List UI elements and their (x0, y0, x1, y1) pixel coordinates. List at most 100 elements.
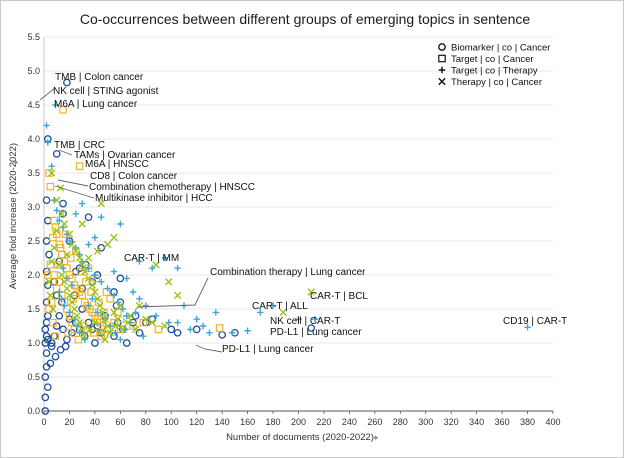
data-point (82, 278, 90, 286)
y-tick-label: 3.0 (27, 202, 40, 212)
data-point (152, 261, 160, 269)
data-point (59, 199, 67, 208)
data-point (47, 257, 56, 266)
data-point (44, 139, 52, 146)
annotation-label: TMB | CRC (54, 140, 105, 151)
x-tick-label: 220 (316, 417, 331, 427)
data-point (60, 220, 69, 228)
data-point (59, 209, 67, 218)
data-point (81, 267, 89, 276)
data-point (43, 383, 52, 392)
annotation-label: PD-L1 | Lung cancer (222, 344, 314, 355)
data-point (140, 333, 147, 340)
data-point (45, 250, 53, 259)
data-point (69, 295, 78, 303)
data-point (61, 342, 70, 351)
data-point (49, 318, 57, 327)
data-point (63, 284, 71, 293)
x-axis-label: Number of documents (2020-2022) (226, 432, 374, 443)
data-point (93, 247, 102, 255)
data-point (244, 327, 251, 334)
data-point (58, 295, 66, 302)
data-point (55, 311, 64, 320)
data-point (89, 329, 98, 337)
x-tick-label: 340 (469, 417, 484, 427)
annotation-leader (137, 277, 209, 308)
data-point (74, 335, 83, 344)
data-point (66, 254, 75, 262)
data-point (43, 311, 52, 320)
annotation-label: CAR-T | MM (124, 253, 179, 264)
axes: 0.0 0.5 1.0 1.5 2.0 2.5 3.0 3.5 4.0 4.5 5.0 5.5 0 20 4… (27, 32, 560, 427)
data-point (152, 312, 160, 319)
data-point (206, 329, 213, 336)
data-point (103, 240, 112, 249)
data-point (199, 322, 207, 330)
data-point (112, 329, 119, 336)
data-point (148, 265, 156, 272)
data-point (106, 295, 114, 303)
x-tick-label: 0 (41, 417, 46, 427)
data-point (51, 223, 60, 232)
data-point (84, 274, 93, 283)
data-point (524, 324, 531, 331)
data-point (55, 261, 63, 269)
data-point (142, 315, 150, 323)
data-point (91, 271, 99, 279)
data-point (59, 265, 67, 272)
data-point (96, 329, 104, 337)
data-point (154, 325, 163, 334)
data-point (110, 292, 118, 299)
data-point (110, 308, 118, 317)
annotation-leaders (39, 87, 223, 353)
data-point (41, 373, 50, 381)
annotation-leader (58, 149, 73, 156)
data-point (101, 315, 109, 323)
series-0 (41, 78, 316, 415)
data-point (187, 326, 194, 333)
y-tick-label: 0.5 (27, 372, 40, 382)
data-point (42, 196, 51, 205)
data-point (75, 162, 84, 171)
y-tick-label: 1.0 (27, 338, 40, 348)
data-point (88, 281, 97, 289)
data-point (53, 227, 61, 235)
annotation-label: TAMs | Ovarian cancer (74, 150, 176, 161)
data-point (91, 234, 99, 241)
data-point (257, 309, 264, 316)
data-point (229, 329, 236, 336)
data-point (50, 244, 58, 252)
data-point (45, 278, 53, 286)
annotation-label: Multikinase inhibitor | HCC (95, 193, 213, 204)
data-point (110, 318, 118, 327)
x-tick-label: 360 (495, 417, 510, 427)
data-point (81, 336, 88, 343)
data-point (307, 288, 315, 296)
data-point (307, 324, 316, 332)
data-point (116, 274, 125, 283)
data-point (73, 312, 81, 320)
data-point (173, 328, 182, 337)
annotation-label: NK cell | STING agonist (53, 86, 159, 97)
data-point (117, 220, 124, 228)
x-tick-label: 320 (444, 417, 459, 427)
data-point (101, 335, 109, 344)
annotation-label: CD19 | CAR-T (503, 316, 567, 327)
legend-marker (438, 66, 446, 74)
data-point (117, 336, 124, 343)
data-point (116, 301, 125, 310)
data-point (78, 325, 86, 334)
y-tick-label: 2.5 (27, 236, 40, 246)
annotation-leader (57, 179, 89, 187)
data-point (85, 265, 92, 272)
data-point (93, 295, 102, 303)
legend-marker (438, 54, 446, 63)
data-point (174, 319, 181, 326)
data-point (84, 254, 93, 262)
annotations: TMB | Colon cancer NK cell | STING agonis… (53, 72, 567, 355)
y-axis-label: Average fold increase (2020-2022) (8, 143, 19, 289)
x-tick-label: 260 (367, 417, 382, 427)
data-point (215, 324, 224, 332)
data-point (56, 345, 65, 354)
data-point (91, 288, 99, 296)
